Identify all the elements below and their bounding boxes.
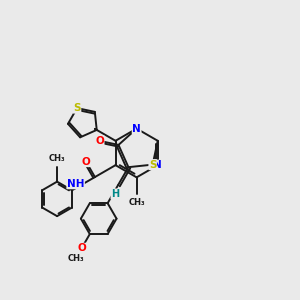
Text: CH₃: CH₃ xyxy=(68,254,84,262)
Text: O: O xyxy=(95,136,104,146)
Text: CH₃: CH₃ xyxy=(49,154,65,163)
Text: O: O xyxy=(82,157,90,166)
Text: S: S xyxy=(73,103,81,113)
Text: N: N xyxy=(132,124,141,134)
Text: S: S xyxy=(149,160,156,170)
Text: CH₃: CH₃ xyxy=(128,198,145,207)
Text: O: O xyxy=(77,243,86,253)
Text: N: N xyxy=(153,160,162,170)
Text: H: H xyxy=(111,189,119,199)
Text: NH: NH xyxy=(67,179,84,189)
